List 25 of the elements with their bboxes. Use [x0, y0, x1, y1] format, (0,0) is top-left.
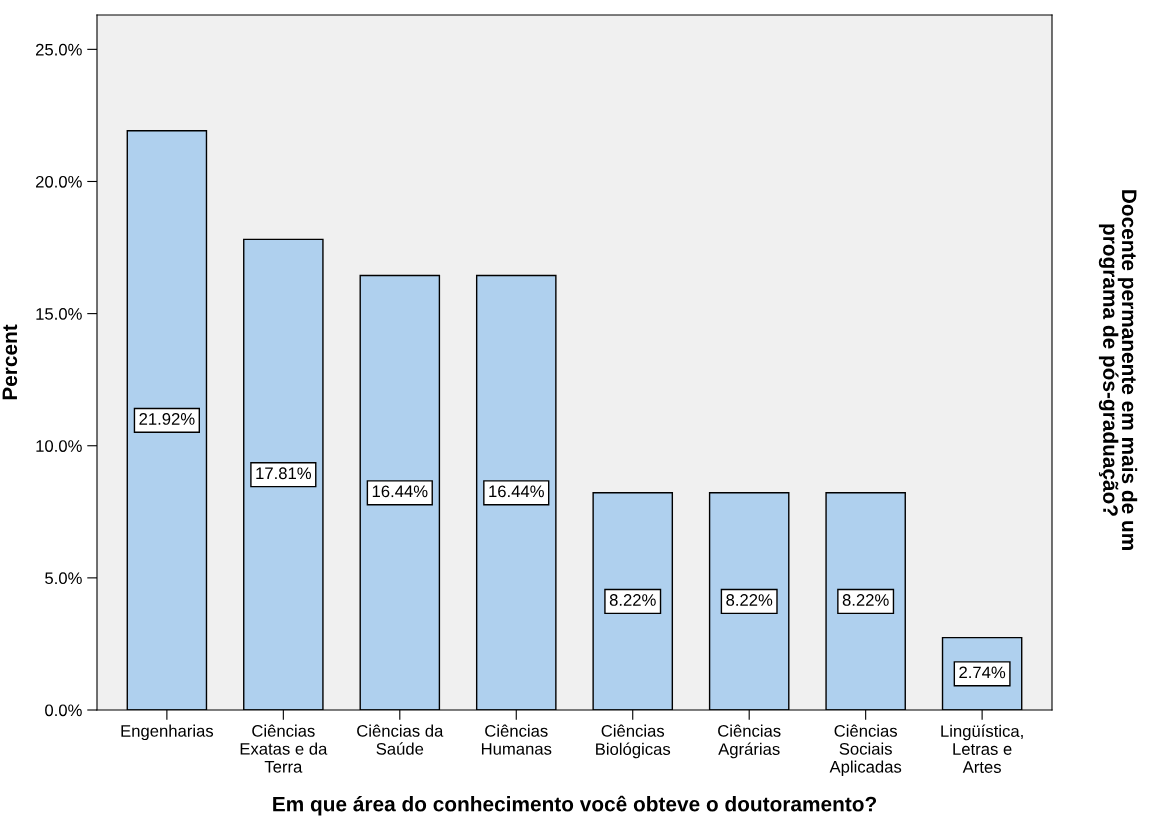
x-tick-label: Ciências Humanas	[481, 724, 552, 755]
x-tick-label: Ciências da Saúde	[357, 724, 444, 755]
x-tick-label: Engenharias	[121, 724, 214, 741]
y-tick-label: 5.0%	[45, 572, 82, 585]
y-tick-label: 20.0%	[36, 175, 82, 188]
x-tick-label: Ciências Agrárias	[718, 724, 781, 759]
data-label: 16.44%	[372, 485, 428, 498]
x-tick-label: Ciências Biológicas	[596, 724, 671, 759]
x-tick-label: Ciências Sociais Aplicadas	[829, 724, 902, 777]
y-tick-label: 0.0%	[45, 704, 82, 717]
data-label: 8.22%	[842, 594, 889, 606]
x-tick-label: Ciências Exatas e da Terra	[240, 724, 328, 773]
data-label: 8.22%	[726, 594, 773, 606]
data-label: 2.74%	[959, 666, 1006, 679]
data-label: 17.81%	[256, 467, 312, 480]
data-label: 16.44%	[489, 485, 544, 498]
y-tick-label: 10.0%	[36, 440, 82, 452]
y-tick-label: 15.0%	[36, 308, 82, 320]
x-tick-label: Lingüística, Letras e Artes	[941, 724, 1023, 773]
text: Docente permanente em mais de um programa de pós-graduação?	[1098, 190, 1138, 550]
data-label: 8.22%	[609, 594, 656, 606]
y-tick-label: 25.0%	[36, 43, 82, 56]
x-axis-title: Em que área do conhecimento você obteve o doutoramento?	[273, 795, 877, 816]
y-axis-title: Percent	[2, 324, 18, 400]
data-label: 21.92%	[139, 413, 195, 425]
